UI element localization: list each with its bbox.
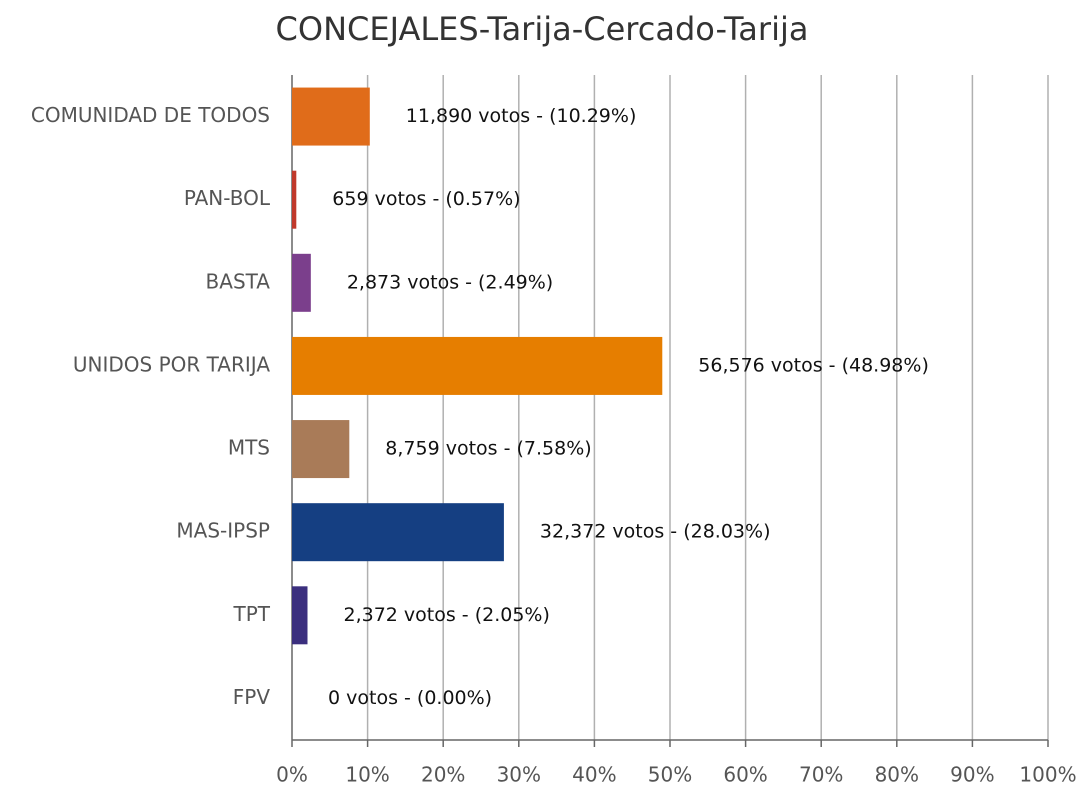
bar [292, 170, 297, 229]
y-tick-label: MTS [228, 436, 270, 460]
x-tick-label: 90% [950, 763, 994, 787]
chart-title: CONCEJALES-Tarija-Cercado-Tarija [276, 10, 809, 48]
y-tick-label: TPT [233, 602, 271, 626]
x-tick-label: 40% [572, 763, 616, 787]
bar [292, 253, 311, 312]
value-label: 8,759 votos - (7.58%) [385, 438, 591, 460]
x-tick-label: 100% [1019, 763, 1076, 787]
bar [292, 503, 504, 562]
y-tick-label: UNIDOS POR TARIJA [73, 352, 270, 376]
x-tick-label: 20% [421, 763, 465, 787]
bar [292, 336, 663, 395]
value-label: 56,576 votos - (48.98%) [698, 354, 929, 376]
x-tick-label: 0% [276, 763, 308, 787]
bar [292, 420, 350, 479]
y-tick-label: COMUNIDAD DE TODOS [31, 103, 270, 127]
value-label: 32,372 votos - (28.03%) [540, 521, 771, 543]
x-tick-label: 70% [799, 763, 843, 787]
value-label: 659 votos - (0.57%) [332, 188, 520, 210]
x-tick-label: 30% [497, 763, 541, 787]
y-tick-label: PAN-BOL [184, 186, 271, 210]
value-label: 2,372 votos - (2.05%) [343, 604, 549, 626]
bar [292, 87, 370, 146]
value-label: 11,890 votos - (10.29%) [406, 105, 637, 127]
value-label: 2,873 votos - (2.49%) [347, 271, 553, 293]
y-tick-label: FPV [233, 685, 271, 709]
x-tick-label: 60% [723, 763, 767, 787]
value-label: 0 votos - (0.00%) [328, 687, 492, 709]
x-tick-label: 50% [648, 763, 692, 787]
x-tick-label: 10% [345, 763, 389, 787]
y-tick-label: MAS-IPSP [176, 519, 270, 543]
y-tick-label: BASTA [206, 269, 271, 293]
x-tick-label: 80% [875, 763, 919, 787]
bar [292, 586, 308, 645]
